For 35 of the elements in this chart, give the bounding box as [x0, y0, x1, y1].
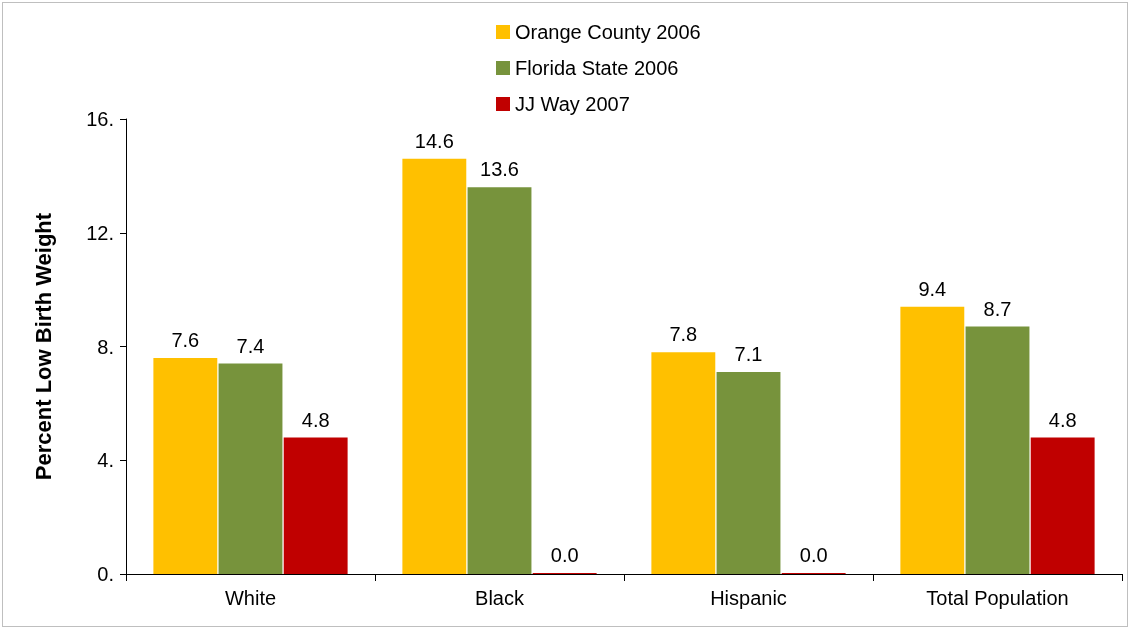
bar — [218, 363, 283, 574]
bar — [965, 326, 1030, 574]
bar — [153, 357, 218, 574]
data-label: 0.0 — [799, 544, 828, 566]
y-axis-title: Percent Low Birth Weight — [30, 212, 56, 481]
x-tick-label: Hispanic — [710, 587, 787, 609]
y-tick-label: 12. — [86, 221, 114, 244]
bar — [900, 306, 965, 574]
bar — [1030, 437, 1095, 574]
y-tick-label: 4. — [97, 449, 114, 472]
data-label: 4.8 — [1048, 408, 1077, 431]
bar — [716, 372, 781, 574]
y-tick-label: 0. — [97, 563, 114, 585]
data-label: 4.8 — [301, 408, 330, 431]
bar — [283, 437, 348, 574]
data-label: 9.4 — [918, 277, 947, 300]
y-tick-label: 8. — [97, 335, 114, 358]
data-label: 7.8 — [669, 323, 698, 346]
y-tick-label: 16. — [86, 108, 114, 130]
data-label: 7.6 — [171, 328, 200, 351]
bar — [402, 158, 467, 574]
x-tick-label: White — [224, 587, 277, 609]
data-label: 0.0 — [550, 544, 579, 566]
data-label: 7.1 — [734, 343, 763, 366]
data-label: 7.4 — [236, 334, 265, 357]
legend-label: Orange County 2006 — [515, 21, 701, 43]
legend-label: Florida State 2006 — [515, 57, 679, 79]
data-label: 8.7 — [983, 297, 1012, 320]
bar — [467, 187, 532, 574]
data-label: 13.6 — [480, 158, 519, 181]
legend-label: JJ Way 2007 — [515, 93, 630, 115]
x-tick-label: Black — [475, 587, 525, 609]
bar — [651, 352, 716, 574]
data-label: 14.6 — [414, 129, 454, 152]
x-tick-label: Total Population — [926, 587, 1069, 609]
